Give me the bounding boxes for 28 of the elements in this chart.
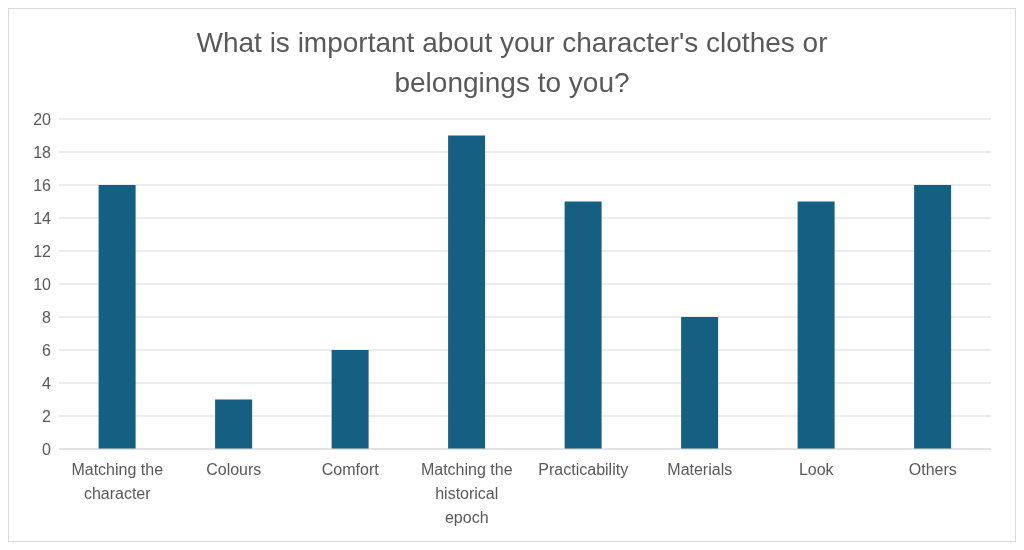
x-tick-label: Practicability xyxy=(538,461,629,478)
x-tick-label: Comfort xyxy=(321,461,380,478)
y-tick-label: 16 xyxy=(33,176,52,194)
y-tick-label: 2 xyxy=(42,407,52,425)
y-tick-label: 4 xyxy=(42,374,52,392)
bar xyxy=(448,135,486,449)
x-tick-label: Matching the historical epoch xyxy=(420,461,513,526)
x-tick-label: Colours xyxy=(206,461,262,478)
y-tick-label: 18 xyxy=(33,143,52,161)
x-tick-label: Look xyxy=(798,461,835,478)
x-tick-label: Others xyxy=(908,461,957,478)
bar xyxy=(564,201,602,449)
bar xyxy=(797,201,835,449)
x-tick-label: Matching the character xyxy=(71,461,164,502)
bar xyxy=(215,399,253,449)
bar xyxy=(914,185,952,449)
y-tick-label: 12 xyxy=(33,242,52,260)
y-tick-label: 8 xyxy=(42,308,52,326)
bar xyxy=(681,317,719,449)
y-tick-label: 10 xyxy=(33,275,52,293)
y-tick-label: 14 xyxy=(33,209,52,227)
chart-title: What is important about your character's clothes or belongings to you? xyxy=(195,26,829,100)
bar xyxy=(98,185,136,449)
bar xyxy=(331,350,369,449)
y-tick-label: 20 xyxy=(33,110,52,128)
x-tick-label: Materials xyxy=(667,461,733,478)
y-tick-label: 0 xyxy=(42,440,52,458)
y-tick-label: 6 xyxy=(42,341,52,359)
